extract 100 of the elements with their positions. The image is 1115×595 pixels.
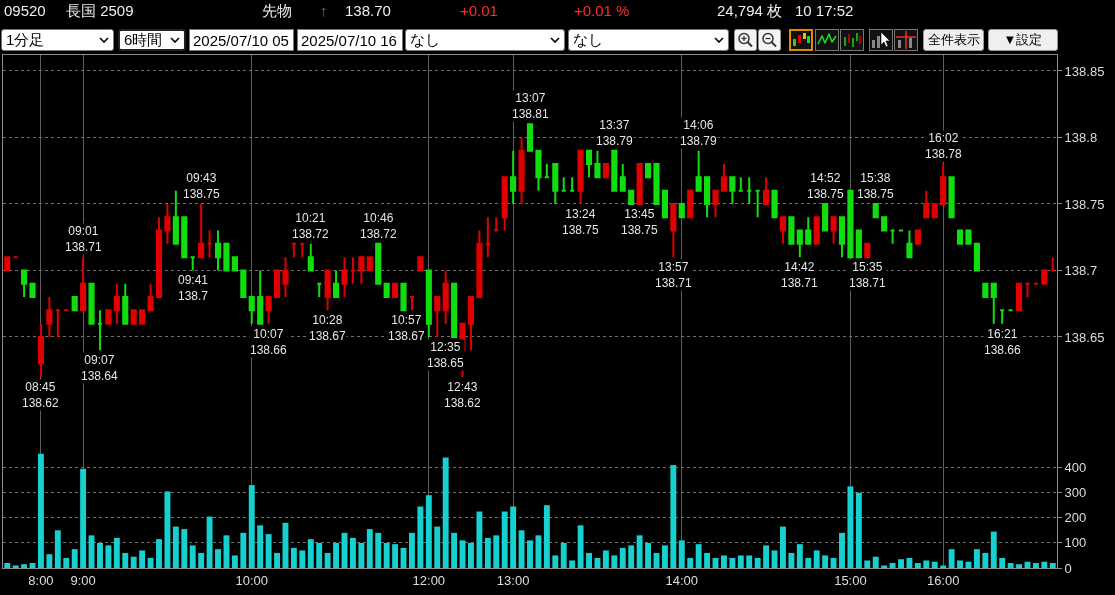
text: 08:45 138.62 (22, 380, 59, 410)
candlestick (425, 269, 432, 338)
bar (855, 492, 862, 568)
candlestick (307, 242, 314, 272)
candlestick (931, 202, 938, 219)
candlestick (661, 189, 668, 219)
x-tick-label: 12:00 (412, 572, 446, 588)
candlestick (611, 149, 618, 192)
bar (872, 556, 879, 568)
candlestick (923, 189, 930, 219)
bar (586, 552, 592, 568)
candlestick (358, 256, 365, 285)
candlestick (501, 176, 508, 232)
candlestick (619, 163, 626, 192)
bar (1032, 562, 1039, 568)
bar (63, 557, 70, 568)
bar (189, 545, 196, 568)
candlestick (594, 149, 601, 179)
text: +0.01 (460, 2, 498, 20)
bar (982, 552, 989, 568)
bar (780, 526, 786, 568)
candlestick (400, 282, 407, 312)
bar (156, 539, 162, 568)
bar (1007, 562, 1014, 568)
candlestick (602, 163, 609, 179)
candlestick (948, 176, 955, 219)
bar (417, 506, 424, 568)
y-tick-label: 138.75 (1064, 196, 1105, 212)
bar (763, 545, 770, 568)
x-tick-label: 9:00 (70, 572, 96, 588)
text: 15:35 138.71 (849, 260, 886, 290)
bar (501, 511, 508, 568)
candlestick (881, 216, 888, 232)
text: 138.70 (345, 2, 391, 20)
bar (442, 457, 449, 568)
dropdown: なし (568, 29, 729, 51)
bar (215, 549, 221, 568)
bar (839, 532, 845, 568)
text: +0.01 % (574, 2, 630, 20)
candlestick (181, 216, 188, 259)
candlestick (543, 163, 550, 179)
bar (130, 556, 137, 568)
candlestick (130, 309, 137, 325)
bar (484, 537, 491, 568)
candlestick (1049, 256, 1056, 272)
candlestick (349, 256, 356, 285)
candlestick (392, 282, 399, 299)
candlestick (316, 282, 323, 299)
candlestick (54, 309, 61, 338)
candlestick (231, 256, 238, 272)
candlestick (105, 309, 112, 325)
bar (813, 550, 820, 568)
text: 15:38 138.75 (857, 171, 894, 201)
candlestick (451, 282, 458, 338)
bar (493, 535, 500, 568)
candlestick (139, 309, 146, 325)
bar (97, 542, 103, 568)
text: 13:37 138.79 (596, 118, 633, 148)
text: 16:21 138.66 (984, 327, 1021, 357)
bar (21, 564, 28, 568)
candlestick (729, 176, 736, 205)
bar (4, 562, 11, 568)
candlestick (46, 296, 53, 338)
bar (940, 565, 947, 568)
y-tick-label: 400 (1064, 460, 1087, 476)
candlestick (973, 242, 980, 272)
x-tick-label: 15:00 (834, 572, 867, 588)
bar (451, 532, 458, 568)
bar (349, 537, 356, 568)
candlestick (467, 296, 475, 352)
text: 10:07 138.66 (250, 327, 287, 357)
candlestick (577, 149, 584, 205)
bar (290, 547, 297, 568)
text: ↑ (320, 2, 328, 20)
bar (54, 530, 61, 568)
y-tick-label: 0 (1064, 560, 1072, 576)
candlestick (628, 189, 635, 205)
y-tick-label: 200 (1064, 510, 1087, 526)
bar (164, 491, 171, 568)
bar (881, 565, 888, 568)
candlestick (636, 163, 643, 205)
bar (729, 557, 736, 568)
y-tick-label: 300 (1064, 485, 1087, 501)
candlestick (535, 149, 542, 192)
bar (898, 559, 904, 568)
bar (46, 554, 53, 568)
bar (1049, 562, 1056, 568)
bar (822, 555, 829, 568)
text-field: 2025/07/10 16 (297, 29, 403, 51)
bar (990, 531, 997, 568)
bar (645, 542, 651, 568)
bar (375, 532, 382, 568)
candlestick (442, 269, 449, 325)
candlestick (206, 229, 213, 259)
candlestick (822, 202, 829, 232)
candlestick (569, 176, 576, 192)
candlestick (37, 322, 45, 378)
candlestick (704, 176, 711, 219)
bar (206, 516, 213, 568)
bar (122, 552, 129, 568)
